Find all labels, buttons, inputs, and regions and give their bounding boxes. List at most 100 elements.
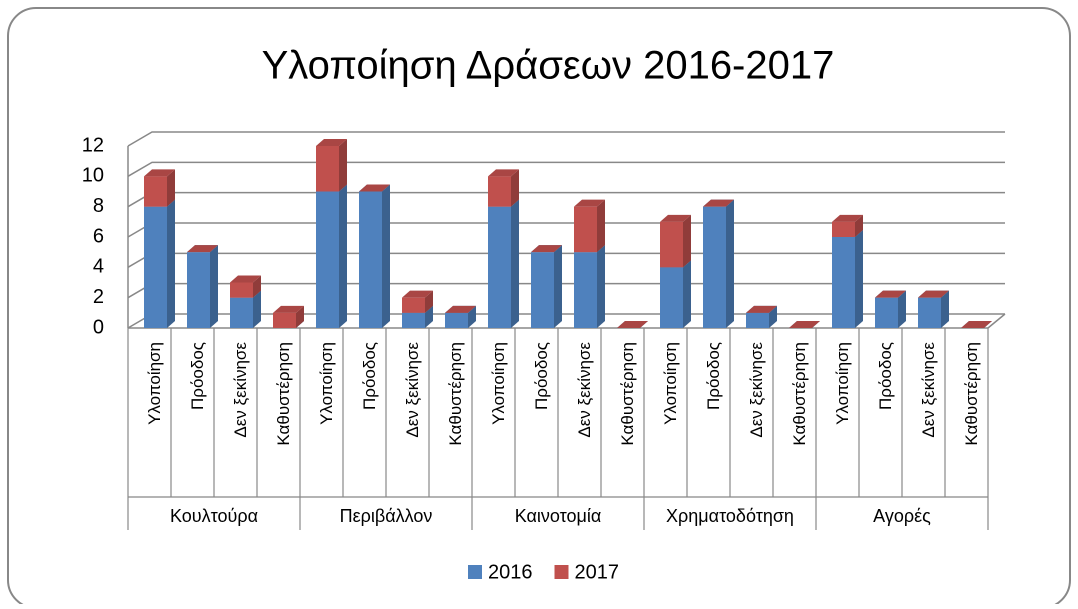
- bar: [488, 199, 519, 328]
- x-tick-label: Καθυστέρηση: [618, 342, 637, 446]
- bar: [531, 245, 562, 253]
- bar: [961, 321, 992, 328]
- bar: [187, 245, 218, 328]
- bar-side: [339, 139, 347, 192]
- x-tick-label: Υλοποίηση: [489, 342, 508, 425]
- y-tick-label: 6: [93, 225, 104, 247]
- bar: [316, 139, 347, 192]
- bar-front: [402, 297, 425, 313]
- bar: [316, 184, 347, 328]
- bar-front: [875, 297, 898, 328]
- bar-top: [359, 184, 390, 192]
- bar-top: [660, 214, 691, 222]
- group-label: Καινοτομία: [515, 506, 602, 526]
- x-tick-label: Πρόοδος: [360, 342, 379, 410]
- bar-front: [230, 297, 253, 328]
- bar-top: [273, 305, 304, 313]
- bar-top: [402, 290, 433, 298]
- bar-top: [789, 321, 820, 328]
- bar-front: [144, 206, 167, 328]
- y-tick-label: 10: [82, 165, 104, 187]
- bar-front: [574, 206, 597, 253]
- bar-front: [832, 237, 855, 328]
- bar: [187, 245, 218, 253]
- grid-line: [127, 131, 1005, 147]
- bar-side: [296, 305, 304, 328]
- x-tick-label: Δεν ξεκίνησε: [403, 342, 422, 438]
- bar-front: [918, 297, 941, 328]
- x-tick-label: Καθυστέρηση: [790, 342, 809, 446]
- bar-front: [359, 191, 382, 328]
- bar-side: [210, 245, 218, 328]
- chart-title: Υλοποίηση Δράσεων 2016-2017: [262, 44, 835, 88]
- bar-front: [660, 267, 683, 328]
- bar: [789, 321, 820, 328]
- bar-front: [316, 191, 339, 328]
- bar-side: [468, 305, 476, 328]
- bar: [230, 275, 261, 298]
- bar-side: [167, 199, 175, 328]
- floor-right: [987, 313, 1006, 329]
- bar: [918, 290, 949, 298]
- bar-front: [144, 176, 167, 207]
- y-tick-label: 4: [93, 256, 104, 278]
- x-tick-label: Δεν ξεκίνησε: [919, 342, 938, 438]
- x-tick-label: Καθυστέρηση: [274, 342, 293, 446]
- bar-front: [187, 252, 210, 328]
- bar: [531, 245, 562, 328]
- bar-side: [726, 199, 734, 328]
- bar: [359, 184, 390, 328]
- x-tick-label: Καθυστέρηση: [446, 342, 465, 446]
- y-tick-label: 12: [82, 134, 104, 156]
- bar-top: [961, 321, 992, 328]
- bar-front: [488, 206, 511, 328]
- bar: [918, 290, 949, 328]
- bar-side: [597, 245, 605, 328]
- x-tick-label: Υλοποίηση: [145, 342, 164, 425]
- group-label: Αγορές: [873, 506, 931, 526]
- bar-front: [230, 282, 253, 298]
- x-tick-label: Πρόοδος: [704, 342, 723, 410]
- bar-front: [832, 221, 855, 237]
- bar-top: [703, 199, 734, 207]
- bar-top: [445, 305, 476, 313]
- y-tick-label: 2: [93, 286, 104, 308]
- group-label: Περιβάλλον: [340, 506, 433, 526]
- x-tick-label: Δεν ξεκίνησε: [747, 342, 766, 438]
- bar-front: [445, 312, 468, 328]
- bar: [359, 184, 390, 192]
- bar-front: [402, 312, 425, 328]
- x-tick-label: Πρόοδος: [532, 342, 551, 410]
- bar-front: [574, 252, 597, 328]
- bar: [832, 230, 863, 328]
- bar-side: [554, 245, 562, 328]
- group-label: Κουλτούρα: [170, 506, 258, 526]
- x-tick-label: Καθυστέρηση: [962, 342, 981, 446]
- bar-front: [273, 312, 296, 328]
- bar-side: [683, 214, 691, 268]
- bar-side: [425, 305, 433, 328]
- bar-side: [253, 275, 261, 298]
- bar-front: [746, 312, 769, 328]
- bar: [488, 169, 519, 207]
- bar-side: [339, 184, 347, 328]
- bar: [660, 260, 691, 328]
- bar: [703, 199, 734, 328]
- x-tick-label: Πρόοδος: [876, 342, 895, 410]
- bar-top: [488, 169, 519, 177]
- bar: [746, 305, 777, 313]
- bar-top: [832, 214, 863, 222]
- bar-side: [511, 169, 519, 207]
- x-tick-label: Υλοποίηση: [317, 342, 336, 425]
- bar: [445, 305, 476, 313]
- x-tick-label: Υλοποίηση: [661, 342, 680, 425]
- bar-side: [597, 199, 605, 253]
- bar-top: [918, 290, 949, 298]
- bar-top: [144, 169, 175, 177]
- bar-top: [316, 139, 347, 146]
- bar-side: [855, 230, 863, 328]
- bar-top: [617, 321, 648, 328]
- y-tick-label: 8: [93, 195, 104, 217]
- bar-top: [230, 275, 261, 283]
